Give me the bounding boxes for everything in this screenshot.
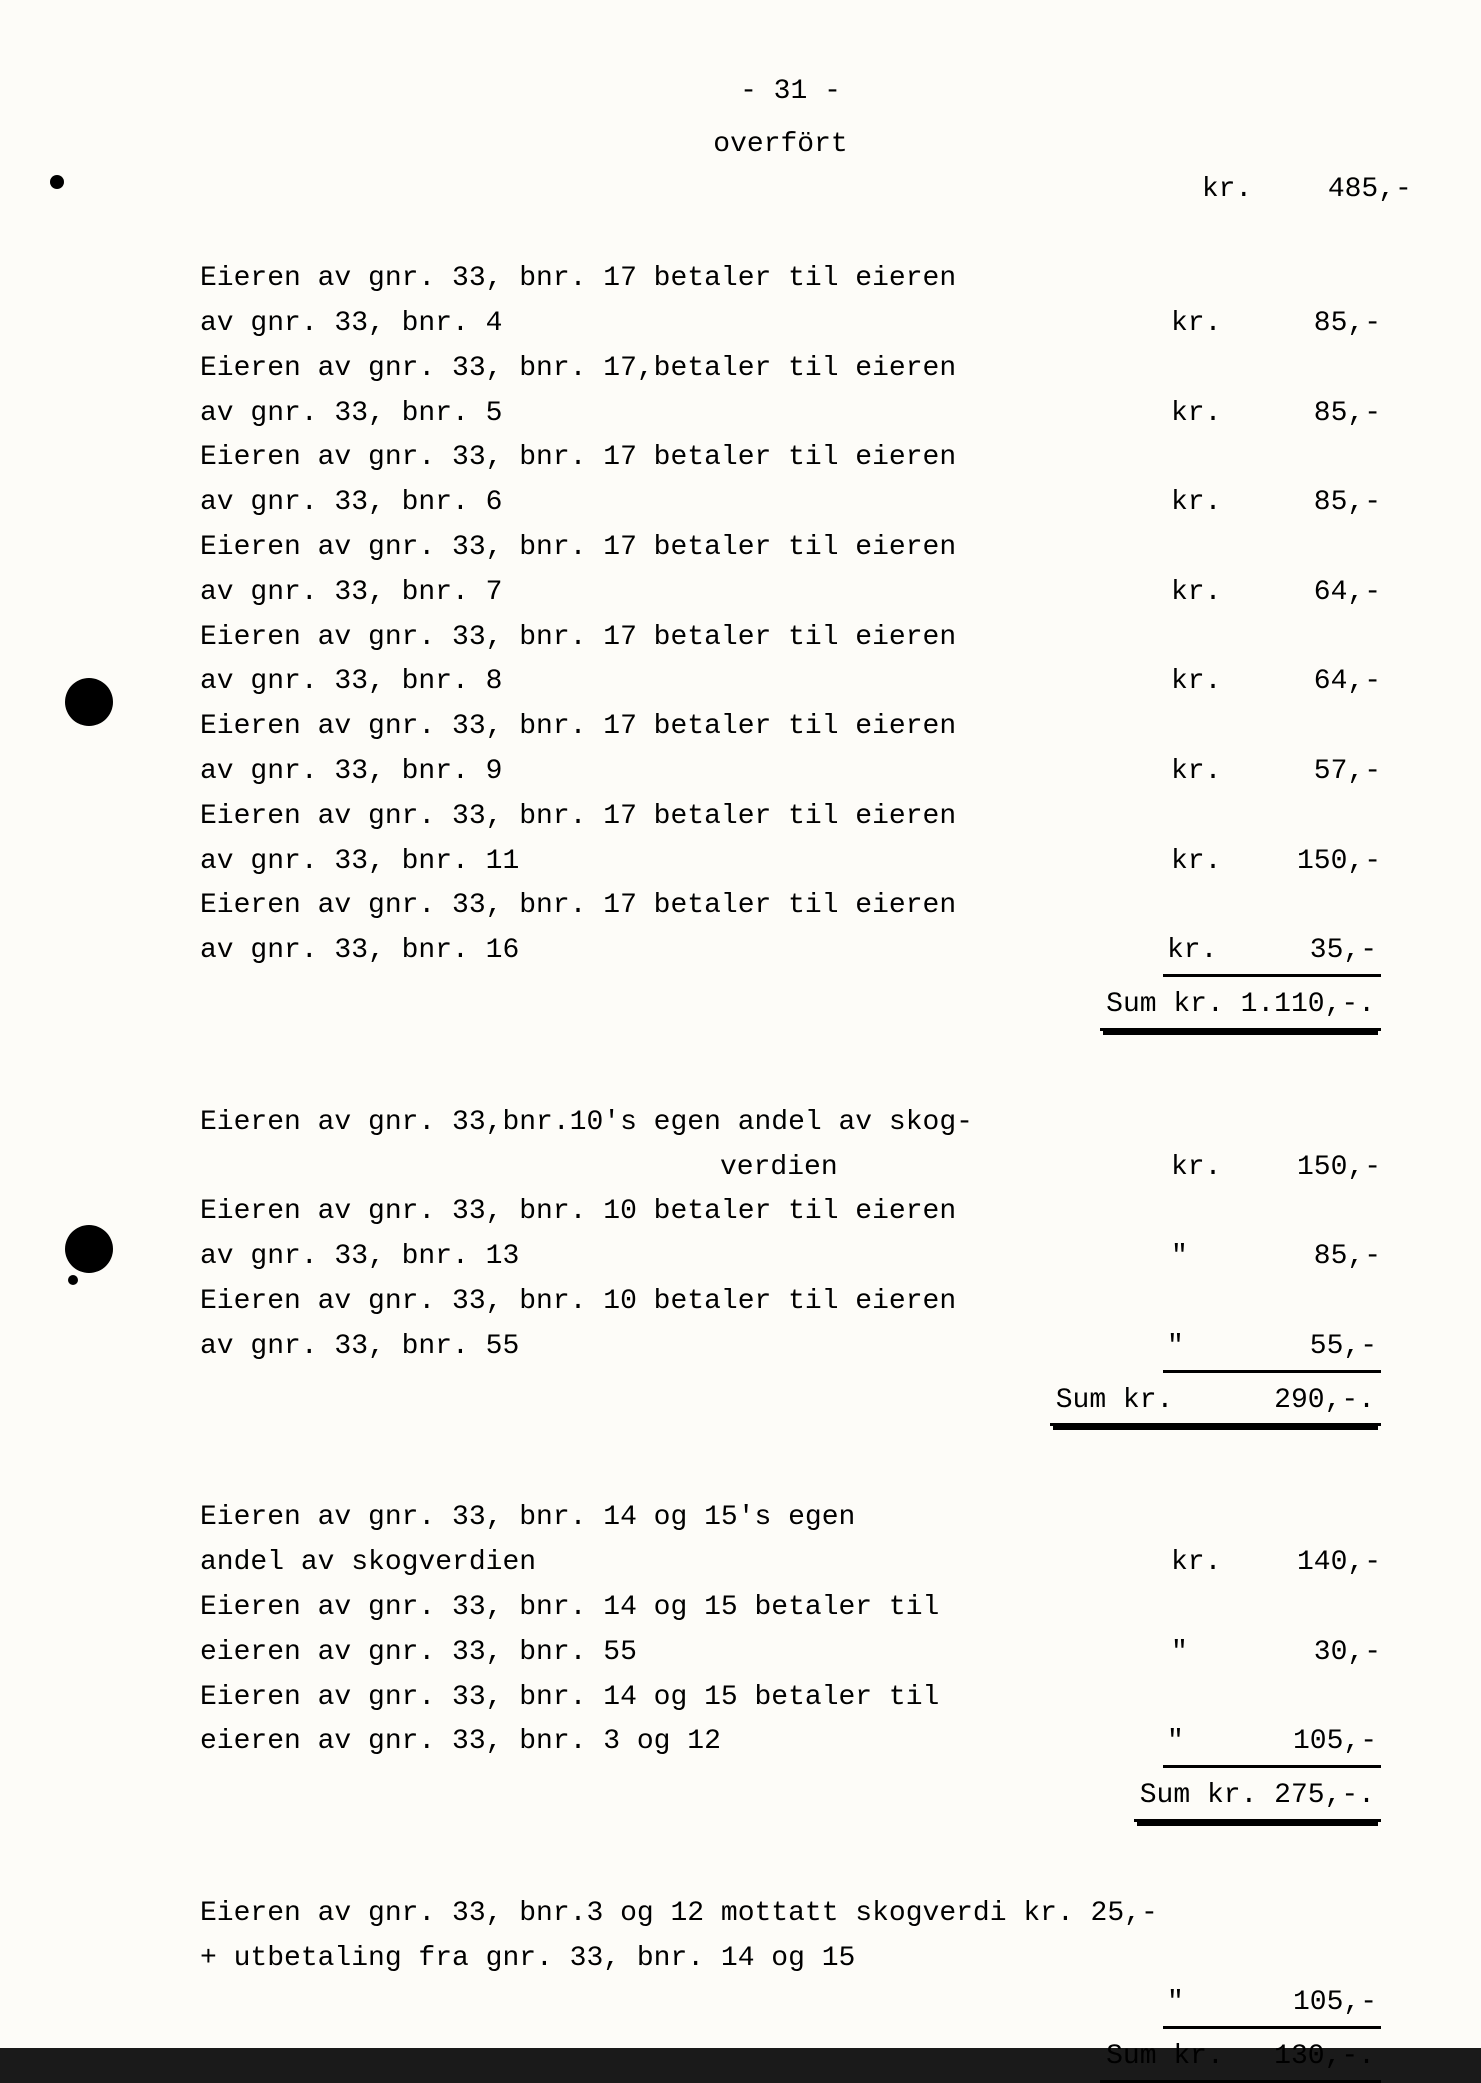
section-2: Eieren av gnr. 33,bnr.10's egen andel av… bbox=[200, 1101, 1381, 1373]
ledger-entry: + utbetaling fra gnr. 33, bnr. 14 og 15 bbox=[200, 1937, 1381, 1982]
entry-text: av gnr. 33, bnr. 7 bbox=[200, 571, 1101, 616]
carry-forward-label: overfört bbox=[200, 123, 1101, 168]
entry-text: Eieren av gnr. 33, bnr. 17 betaler til e… bbox=[200, 526, 1381, 571]
entry-amount: kr.57,- bbox=[1101, 750, 1381, 795]
sum-text: Sum kr. 275,-. bbox=[1134, 1774, 1381, 1822]
ledger-entry: av gnr. 33, bnr. 55"55,- bbox=[200, 1325, 1381, 1373]
ledger-entry: andel av skogverdienkr.140,- bbox=[200, 1541, 1381, 1586]
entry-text: Eieren av gnr. 33, bnr. 17 betaler til e… bbox=[200, 795, 1381, 840]
entry-text: Eieren av gnr. 33, bnr. 17 betaler til e… bbox=[200, 257, 1381, 302]
entry-text: Eieren av gnr. 33,bnr.10's egen andel av… bbox=[200, 1101, 1381, 1146]
entry-amount: kr.85,- bbox=[1101, 392, 1381, 437]
entry-amount: "30,- bbox=[1101, 1631, 1381, 1676]
ledger-entry: Eieren av gnr. 33, bnr. 17 betaler til e… bbox=[200, 526, 1381, 571]
ledger-entry: Eieren av gnr. 33, bnr. 17 betaler til e… bbox=[200, 436, 1381, 481]
document-page: - 31 - overfört kr.485,- Eieren av gnr. … bbox=[0, 0, 1481, 2048]
entry-amount: kr.85,- bbox=[1101, 481, 1381, 526]
punch-hole bbox=[65, 678, 113, 726]
entry-text: andel av skogverdien bbox=[200, 1541, 1101, 1586]
entry-amount: kr.35,- bbox=[1101, 929, 1381, 977]
ledger-entry: Eieren av gnr. 33, bnr. 17 betaler til e… bbox=[200, 616, 1381, 661]
ledger-entry: av gnr. 33, bnr. 13"85,- bbox=[200, 1235, 1381, 1280]
entry-text: Eieren av gnr. 33, bnr. 17 betaler til e… bbox=[200, 705, 1381, 750]
entry-text: verdien bbox=[200, 1146, 1101, 1191]
sum-row-1: Sum kr. 1.110,-. bbox=[200, 983, 1381, 1031]
entry-text: Eieren av gnr. 33, bnr. 17,betaler til e… bbox=[200, 347, 1381, 392]
entry-text: Eieren av gnr. 33, bnr. 14 og 15's egen bbox=[200, 1496, 1381, 1541]
entry-text: Eieren av gnr. 33, bnr. 14 og 15 betaler… bbox=[200, 1676, 1381, 1721]
entry-text: Eieren av gnr. 33, bnr.3 og 12 mottatt s… bbox=[200, 1892, 1381, 1937]
entry-amount: kr.150,- bbox=[1101, 840, 1381, 885]
sum-row-3: Sum kr. 275,-. bbox=[200, 1774, 1381, 1822]
sum-text: Sum kr. 1.110,-. bbox=[1100, 983, 1381, 1031]
carry-forward-amount: kr.485,- bbox=[1101, 123, 1381, 257]
entry-amount: kr.140,- bbox=[1101, 1541, 1381, 1586]
entry-text: av gnr. 33, bnr. 16 bbox=[200, 929, 1101, 974]
ledger-entry: eieren av gnr. 33, bnr. 3 og 12"105,- bbox=[200, 1720, 1381, 1768]
ink-mark bbox=[68, 1275, 78, 1285]
ledger-entry: av gnr. 33, bnr. 6kr.85,- bbox=[200, 481, 1381, 526]
ledger-entry: Eieren av gnr. 33, bnr. 17,betaler til e… bbox=[200, 347, 1381, 392]
entry-text: Eieren av gnr. 33, bnr. 10 betaler til e… bbox=[200, 1280, 1381, 1325]
punch-hole bbox=[65, 1225, 113, 1273]
entry-amount: "55,- bbox=[1101, 1325, 1381, 1373]
section-1: Eieren av gnr. 33, bnr. 17 betaler til e… bbox=[200, 257, 1381, 977]
entry-amount: "105,- bbox=[1101, 1981, 1381, 2029]
ledger-entry: av gnr. 33, bnr. 5kr.85,- bbox=[200, 392, 1381, 437]
entry-text: av gnr. 33, bnr. 9 bbox=[200, 750, 1101, 795]
ledger-entry: Eieren av gnr. 33, bnr. 17 betaler til e… bbox=[200, 705, 1381, 750]
ledger-entry: av gnr. 33, bnr. 8kr.64,- bbox=[200, 660, 1381, 705]
entry-amount: kr.85,- bbox=[1101, 302, 1381, 347]
entry-text: eieren av gnr. 33, bnr. 3 og 12 bbox=[200, 1720, 1101, 1765]
section-4: Eieren av gnr. 33, bnr.3 og 12 mottatt s… bbox=[200, 1892, 1381, 2029]
entry-text: Eieren av gnr. 33, bnr. 17 betaler til e… bbox=[200, 884, 1381, 929]
ledger-entry: Eieren av gnr. 33, bnr. 17 betaler til e… bbox=[200, 257, 1381, 302]
ledger-entry: Eieren av gnr. 33, bnr. 17 betaler til e… bbox=[200, 795, 1381, 840]
entry-amount: "85,- bbox=[1101, 1235, 1381, 1280]
sum-row-4: Sum kr. 130,-. bbox=[200, 2035, 1381, 2083]
entry-text: av gnr. 33, bnr. 13 bbox=[200, 1235, 1101, 1280]
entry-text: av gnr. 33, bnr. 6 bbox=[200, 481, 1101, 526]
entry-text: eieren av gnr. 33, bnr. 55 bbox=[200, 1631, 1101, 1676]
ledger-entry: Eieren av gnr. 33, bnr. 10 betaler til e… bbox=[200, 1190, 1381, 1235]
entry-text: av gnr. 33, bnr. 5 bbox=[200, 392, 1101, 437]
entry-amount: kr.64,- bbox=[1101, 660, 1381, 705]
ledger-entry: Eieren av gnr. 33, bnr.3 og 12 mottatt s… bbox=[200, 1892, 1381, 1937]
ledger-entry: "105,- bbox=[200, 1981, 1381, 2029]
ledger-entry: Eieren av gnr. 33,bnr.10's egen andel av… bbox=[200, 1101, 1381, 1146]
ink-mark bbox=[50, 175, 64, 189]
section-3: Eieren av gnr. 33, bnr. 14 og 15's egena… bbox=[200, 1496, 1381, 1768]
entry-amount: "105,- bbox=[1101, 1720, 1381, 1768]
ledger-entry: av gnr. 33, bnr. 9kr.57,- bbox=[200, 750, 1381, 795]
entry-amount: kr.64,- bbox=[1101, 571, 1381, 616]
ledger-entry: Eieren av gnr. 33, bnr. 14 og 15 betaler… bbox=[200, 1586, 1381, 1631]
entry-text: Eieren av gnr. 33, bnr. 17 betaler til e… bbox=[200, 616, 1381, 661]
entry-text: Eieren av gnr. 33, bnr. 10 betaler til e… bbox=[200, 1190, 1381, 1235]
entry-amount: kr.150,- bbox=[1101, 1146, 1381, 1191]
ledger-entry: Eieren av gnr. 33, bnr. 17 betaler til e… bbox=[200, 884, 1381, 929]
entry-text: Eieren av gnr. 33, bnr. 14 og 15 betaler… bbox=[200, 1586, 1381, 1631]
entry-text: + utbetaling fra gnr. 33, bnr. 14 og 15 bbox=[200, 1937, 1381, 1982]
sum-row-2: Sum kr. 290,-. bbox=[200, 1379, 1381, 1427]
entry-text: av gnr. 33, bnr. 4 bbox=[200, 302, 1101, 347]
ledger-entry: Eieren av gnr. 33, bnr. 14 og 15 betaler… bbox=[200, 1676, 1381, 1721]
ledger-entry: av gnr. 33, bnr. 7kr.64,- bbox=[200, 571, 1381, 616]
ledger-entry: eieren av gnr. 33, bnr. 55"30,- bbox=[200, 1631, 1381, 1676]
carry-forward-row: overfört kr.485,- bbox=[200, 123, 1381, 257]
entry-text: Eieren av gnr. 33, bnr. 17 betaler til e… bbox=[200, 436, 1381, 481]
ledger-entry: av gnr. 33, bnr. 4kr.85,- bbox=[200, 302, 1381, 347]
entry-text: av gnr. 33, bnr. 8 bbox=[200, 660, 1101, 705]
ledger-entry: Eieren av gnr. 33, bnr. 14 og 15's egen bbox=[200, 1496, 1381, 1541]
entry-text: av gnr. 33, bnr. 11 bbox=[200, 840, 1101, 885]
sum-text: Sum kr. 130,-. bbox=[1100, 2035, 1381, 2083]
ledger-entry: av gnr. 33, bnr. 16kr.35,- bbox=[200, 929, 1381, 977]
ledger-entry: verdienkr.150,- bbox=[200, 1146, 1381, 1191]
entry-text: av gnr. 33, bnr. 55 bbox=[200, 1325, 1101, 1370]
ledger-entry: av gnr. 33, bnr. 11kr.150,- bbox=[200, 840, 1381, 885]
page-number: - 31 - bbox=[200, 70, 1381, 115]
sum-text: Sum kr. 290,-. bbox=[1050, 1379, 1381, 1427]
ledger-entry: Eieren av gnr. 33, bnr. 10 betaler til e… bbox=[200, 1280, 1381, 1325]
